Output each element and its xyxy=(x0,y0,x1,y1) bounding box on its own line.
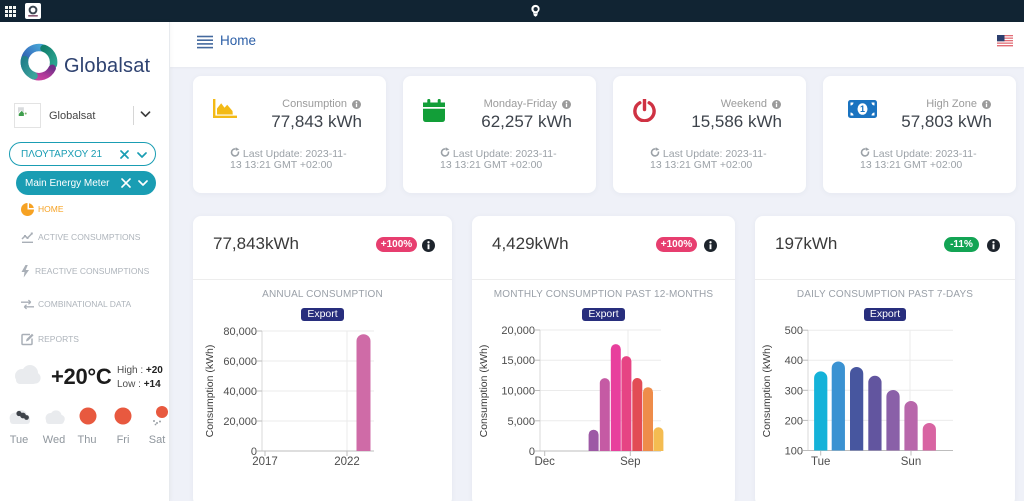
svg-text:20,000: 20,000 xyxy=(501,325,535,337)
svg-text:5,000: 5,000 xyxy=(507,416,535,428)
svg-text:15,000: 15,000 xyxy=(501,355,535,367)
svg-text:Consumption (kWh): Consumption (kWh) xyxy=(761,345,773,438)
svg-text:Tue: Tue xyxy=(811,456,830,468)
svg-text:0: 0 xyxy=(251,446,257,458)
svg-text:Sun: Sun xyxy=(901,456,921,468)
svg-text:60,000: 60,000 xyxy=(223,356,257,368)
svg-text:2022: 2022 xyxy=(334,456,360,468)
svg-text:80,000: 80,000 xyxy=(223,326,257,338)
svg-text:400: 400 xyxy=(785,355,803,367)
svg-text:500: 500 xyxy=(785,325,803,337)
svg-text:Dec: Dec xyxy=(534,456,555,468)
svg-text:200: 200 xyxy=(785,415,803,427)
svg-text:2017: 2017 xyxy=(252,456,278,468)
svg-text:100: 100 xyxy=(785,446,803,458)
svg-text:Consumption (kWh): Consumption (kWh) xyxy=(204,345,216,438)
svg-text:40,000: 40,000 xyxy=(223,386,257,398)
svg-text:300: 300 xyxy=(785,385,803,397)
svg-text:Consumption (kWh): Consumption (kWh) xyxy=(478,345,490,438)
svg-text:0: 0 xyxy=(529,446,535,458)
svg-text:1: 1 xyxy=(860,104,865,114)
svg-text:Sep: Sep xyxy=(620,456,640,468)
svg-text:20,000: 20,000 xyxy=(223,416,257,428)
svg-text:10,000: 10,000 xyxy=(501,386,535,398)
